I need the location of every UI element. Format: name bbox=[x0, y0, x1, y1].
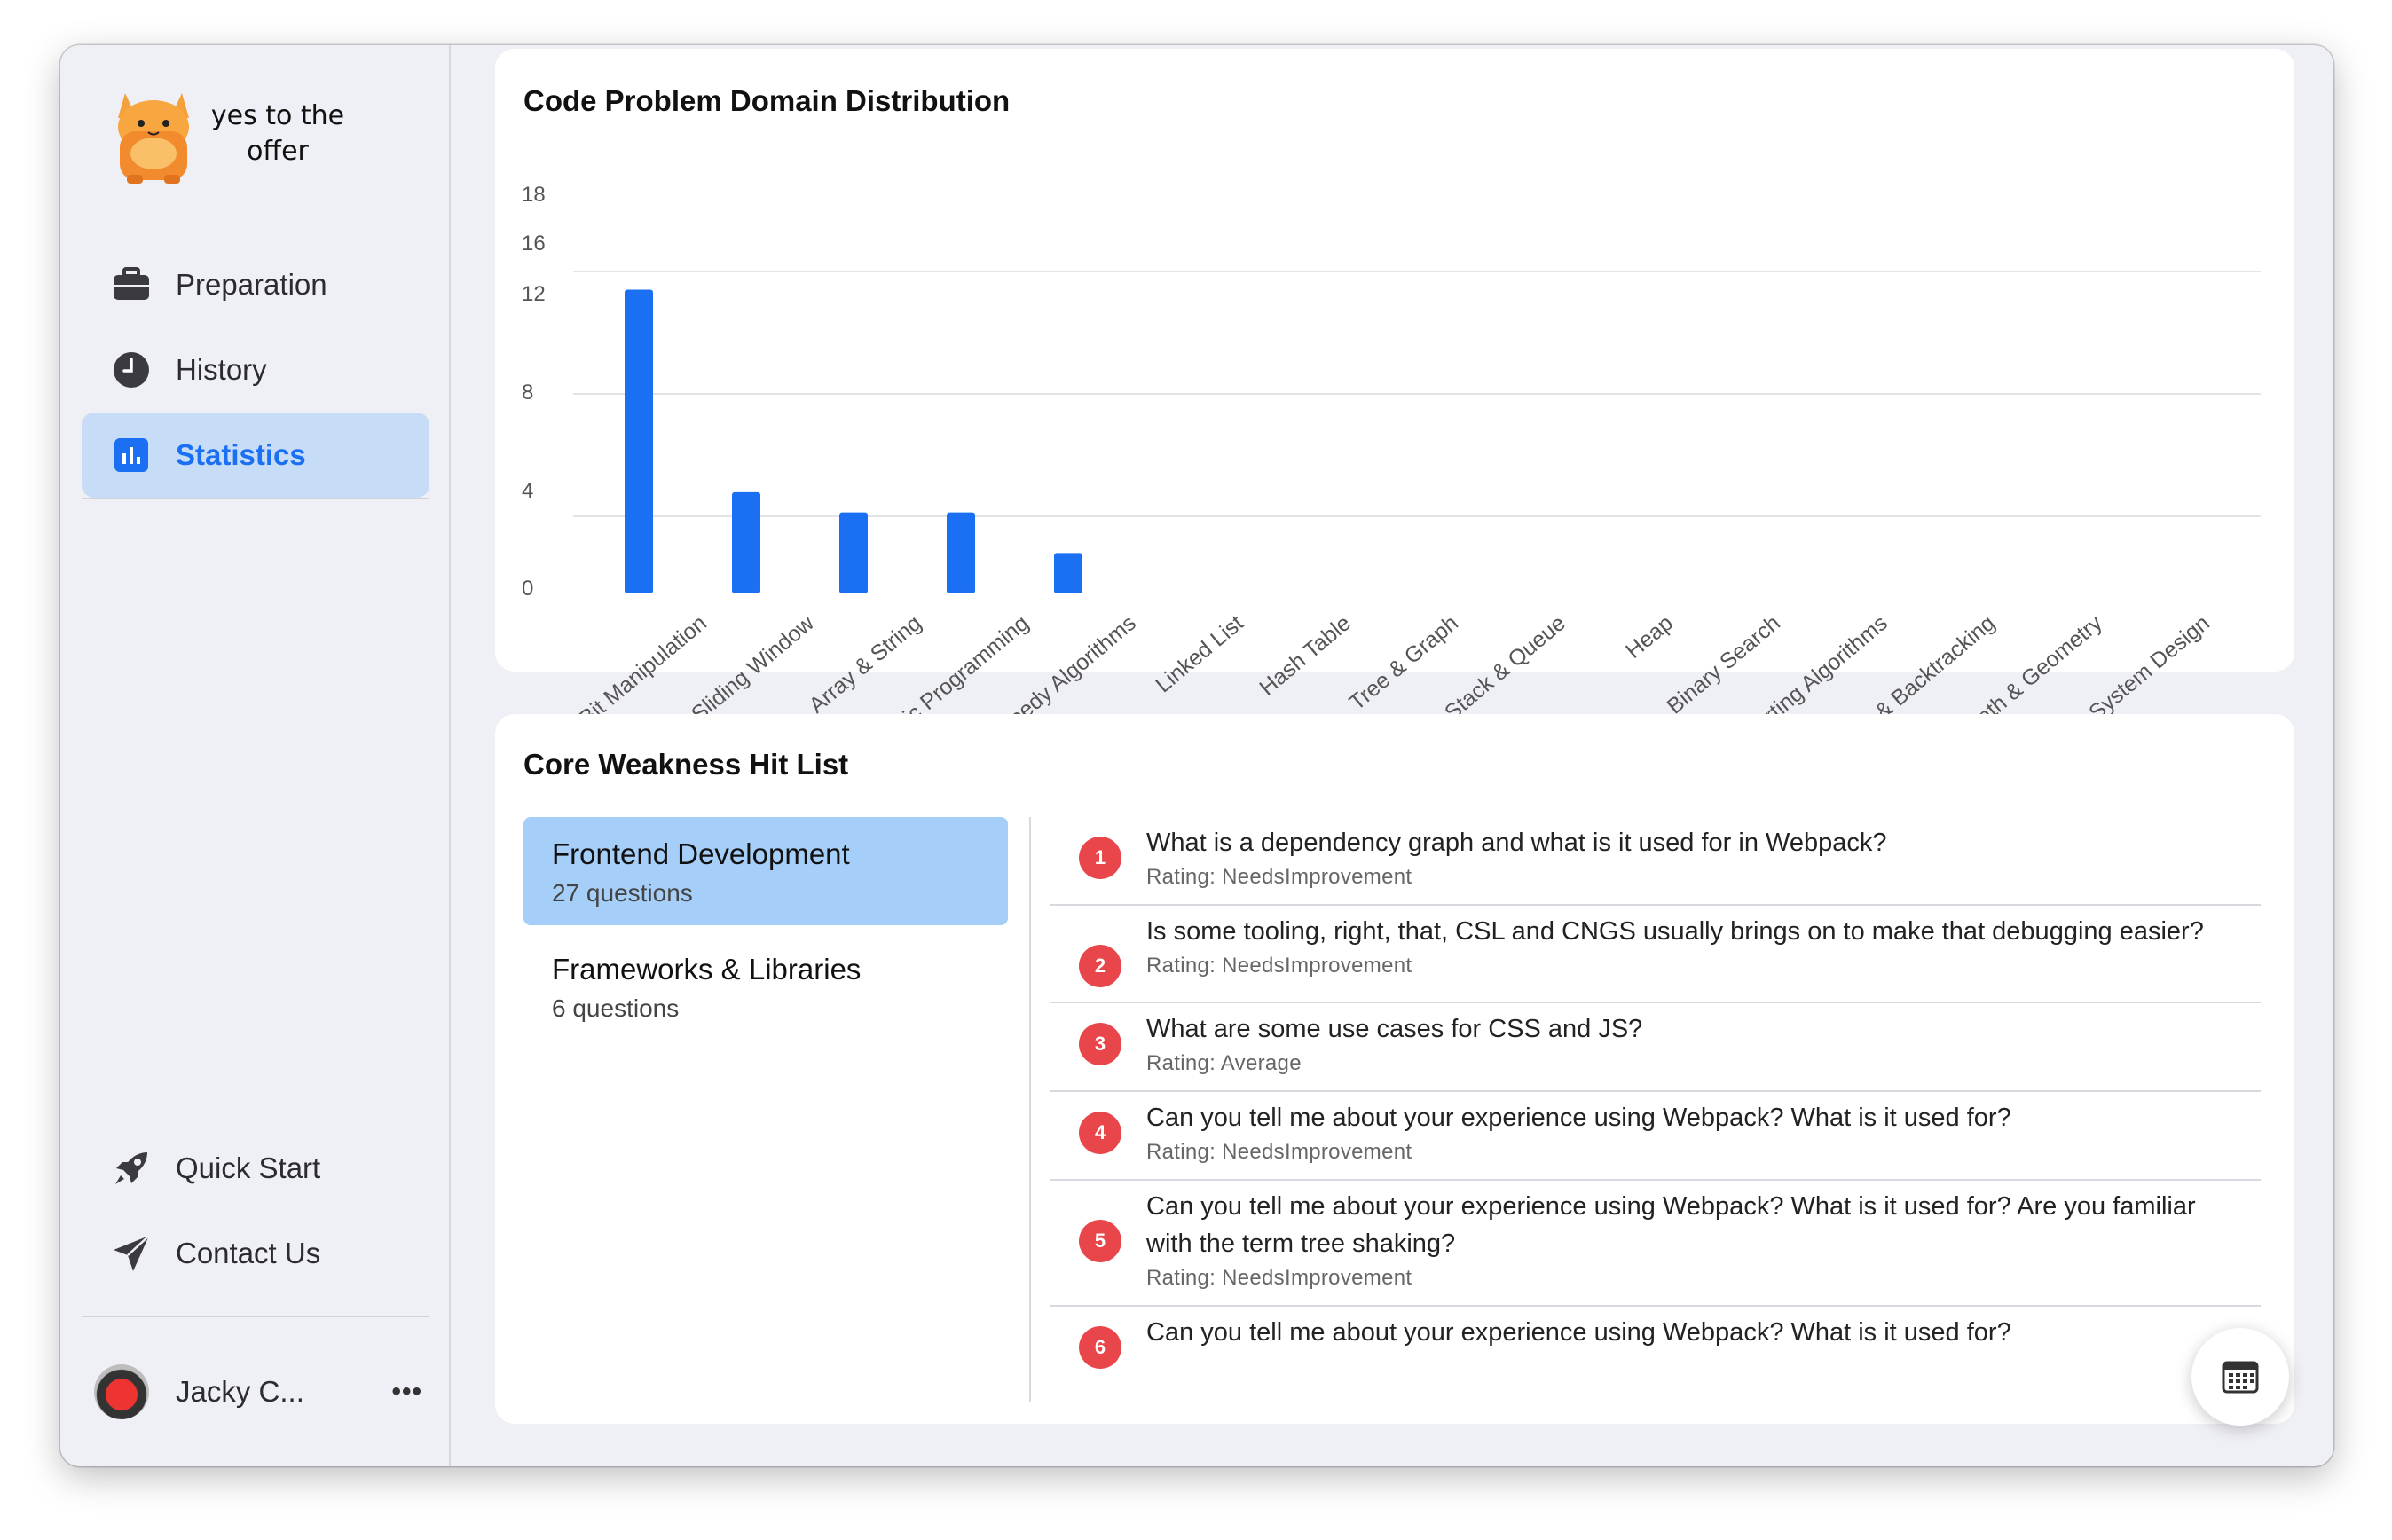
sidebar-item-statistics[interactable]: Statistics bbox=[82, 412, 429, 498]
question-text: What are some use cases for CSS and JS? bbox=[1146, 1015, 1643, 1043]
list-item[interactable]: 5 Can you tell me about your experience … bbox=[1050, 1181, 2261, 1307]
y-tick-label: 4 bbox=[522, 479, 533, 503]
rank-badge: 5 bbox=[1079, 1220, 1121, 1262]
domain-distribution-card: Code Problem Domain Distribution 0 4 8 12 16… bbox=[495, 49, 2294, 827]
y-tick-label: 0 bbox=[522, 577, 533, 601]
weakness-title: Core Weakness Hit List bbox=[523, 748, 849, 781]
x-tick-label: Heap bbox=[1621, 610, 1678, 664]
bar bbox=[625, 289, 653, 593]
sidebar-item-label: Contact Us bbox=[176, 1237, 321, 1269]
bar bbox=[1054, 553, 1082, 593]
question-rating: Rating: NeedsImprovement bbox=[1146, 954, 1412, 978]
cat-mascot-icon bbox=[118, 93, 189, 184]
y-tick-label: 12 bbox=[522, 282, 546, 306]
x-tick-label: Linked List bbox=[1151, 610, 1248, 697]
bar bbox=[947, 512, 975, 593]
y-tick-label: 16 bbox=[522, 232, 546, 255]
rank-badge: 3 bbox=[1079, 1023, 1121, 1065]
rank-badge: 1 bbox=[1079, 837, 1121, 879]
user-profile[interactable]: Jacky C... ••• bbox=[94, 1356, 422, 1427]
sidebar: yes to the offer Preparation History bbox=[60, 45, 451, 1466]
app-window: yes to the offer Preparation History bbox=[60, 45, 2333, 1466]
category-name: Frameworks & Libraries bbox=[552, 953, 862, 986]
sidebar-item-contact-us[interactable]: Contact Us bbox=[82, 1211, 429, 1296]
logo[interactable]: yes to the offer bbox=[109, 82, 375, 189]
column-divider bbox=[1029, 817, 1031, 1402]
x-tick-label: Hash Table bbox=[1255, 610, 1355, 701]
question-rating: Rating: NeedsImprovement bbox=[1146, 1266, 1412, 1290]
calendar-icon bbox=[2222, 1361, 2259, 1394]
list-item[interactable]: 1 What is a dependency graph and what is… bbox=[1050, 817, 2261, 906]
sidebar-item-label: Statistics bbox=[176, 438, 306, 471]
question-text: Can you tell me about your experience us… bbox=[1146, 1104, 2011, 1132]
user-name: Jacky C... bbox=[176, 1375, 304, 1408]
bar-chart-icon bbox=[112, 436, 151, 475]
main-nav: Preparation History Statistics bbox=[82, 242, 429, 498]
avatar bbox=[94, 1364, 149, 1419]
list-item[interactable]: 4 Can you tell me about your experience … bbox=[1050, 1092, 2261, 1181]
question-text: Can you tell me about your experience us… bbox=[1146, 1318, 2011, 1347]
question-rating: Rating: NeedsImprovement bbox=[1146, 865, 1412, 889]
more-options-icon[interactable]: ••• bbox=[391, 1377, 422, 1406]
rank-badge: 6 bbox=[1079, 1326, 1121, 1369]
x-tick-label: Tree & Graph bbox=[1345, 610, 1463, 715]
sidebar-item-label: History bbox=[176, 353, 267, 386]
calendar-button[interactable] bbox=[2191, 1328, 2289, 1426]
sidebar-divider bbox=[82, 1316, 429, 1317]
paper-plane-icon bbox=[112, 1234, 151, 1273]
question-text: What is a dependency graph and what is i… bbox=[1146, 829, 1887, 857]
sidebar-item-label: Quick Start bbox=[176, 1151, 321, 1184]
sidebar-divider bbox=[82, 498, 429, 499]
question-list: 1 What is a dependency graph and what is… bbox=[1050, 817, 2261, 1402]
question-rating: Rating: Average bbox=[1146, 1051, 1302, 1075]
category-count: 27 questions bbox=[552, 879, 693, 907]
rocket-icon bbox=[112, 1149, 151, 1188]
rank-badge: 4 bbox=[1079, 1112, 1121, 1154]
rank-badge: 2 bbox=[1079, 945, 1121, 987]
question-text: Is some tooling, right, that, CSL and CN… bbox=[1146, 917, 2204, 946]
weakness-card: Core Weakness Hit List Frontend Developm… bbox=[495, 714, 2294, 1424]
category-list: Frontend Development 27 questions Framew… bbox=[523, 817, 1008, 1048]
list-item[interactable]: 6 Can you tell me about your experience … bbox=[1050, 1307, 2261, 1383]
y-tick-label: 8 bbox=[522, 381, 533, 405]
category-name: Frontend Development bbox=[552, 837, 850, 870]
clock-icon bbox=[112, 350, 151, 389]
briefcase-icon bbox=[112, 265, 151, 304]
question-rating: Rating: NeedsImprovement bbox=[1146, 1140, 1412, 1164]
sidebar-item-quick-start[interactable]: Quick Start bbox=[82, 1126, 429, 1211]
logo-text-line1: yes to the bbox=[210, 100, 345, 131]
list-item[interactable]: 3 What are some use cases for CSS and JS… bbox=[1050, 1003, 2261, 1092]
bar bbox=[839, 512, 868, 593]
sidebar-item-preparation[interactable]: Preparation bbox=[82, 242, 429, 327]
bar bbox=[732, 491, 760, 593]
sidebar-item-label: Preparation bbox=[176, 268, 327, 301]
category-item[interactable]: Frontend Development 27 questions bbox=[523, 817, 1008, 925]
logo-text: yes to the offer bbox=[198, 98, 358, 169]
secondary-nav: Quick Start Contact Us bbox=[82, 1126, 429, 1296]
category-count: 6 questions bbox=[552, 994, 680, 1022]
y-tick-label: 18 bbox=[522, 183, 546, 207]
chart-title: Code Problem Domain Distribution bbox=[523, 84, 1011, 117]
sidebar-item-history[interactable]: History bbox=[82, 327, 429, 412]
category-item[interactable]: Frameworks & Libraries 6 questions bbox=[523, 932, 1008, 1041]
logo-text-line2: offer bbox=[247, 136, 309, 167]
list-item[interactable]: 2 Is some tooling, right, that, CSL and … bbox=[1050, 906, 2261, 1003]
question-text: Can you tell me about your experience us… bbox=[1146, 1192, 2196, 1258]
